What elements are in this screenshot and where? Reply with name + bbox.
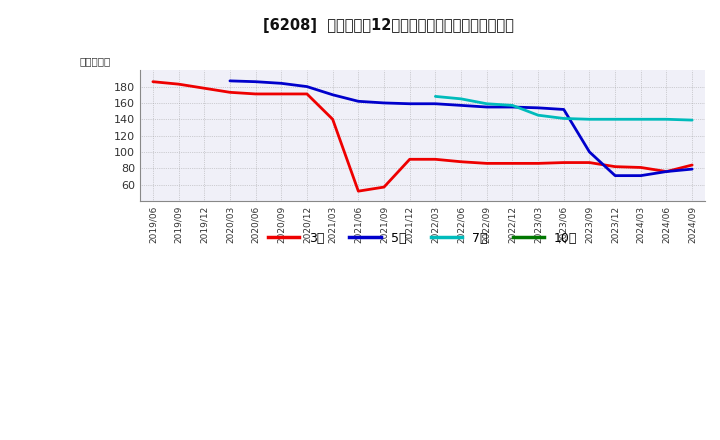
- 3年: [379, 184, 388, 190]
- 3年: [585, 160, 594, 165]
- 7年: [431, 94, 440, 99]
- 3年: [688, 162, 696, 168]
- 5年: [225, 78, 234, 84]
- 3年: [534, 161, 542, 166]
- 5年: [636, 173, 645, 178]
- 7年: [559, 116, 568, 121]
- 3年: [328, 117, 337, 122]
- 7年: [585, 117, 594, 122]
- 5年: [302, 84, 311, 89]
- 3年: [559, 160, 568, 165]
- 3年: [431, 157, 440, 162]
- Text: [6208]  当期純利益12か月移動合計の標準偏差の推移: [6208] 当期純利益12か月移動合計の標準偏差の推移: [264, 18, 514, 33]
- 3年: [611, 164, 619, 169]
- 5年: [431, 101, 440, 106]
- 7年: [611, 117, 619, 122]
- 3年: [482, 161, 491, 166]
- 3年: [354, 188, 363, 194]
- 5年: [688, 166, 696, 172]
- 7年: [662, 117, 671, 122]
- 5年: [379, 100, 388, 106]
- 3年: [636, 165, 645, 170]
- 7年: [688, 117, 696, 123]
- 3年: [225, 90, 234, 95]
- 3年: [200, 86, 209, 91]
- 7年: [482, 101, 491, 106]
- Legend: 3年, 5年, 7年, 10年: 3年, 5年, 7年, 10年: [263, 227, 582, 249]
- 7年: [508, 103, 517, 108]
- 3年: [302, 92, 311, 97]
- 3年: [405, 157, 414, 162]
- 5年: [662, 169, 671, 174]
- 5年: [251, 79, 260, 84]
- 5年: [405, 101, 414, 106]
- 3年: [277, 92, 286, 97]
- 5年: [328, 92, 337, 97]
- Line: 7年: 7年: [436, 96, 692, 120]
- Line: 5年: 5年: [230, 81, 692, 176]
- 3年: [662, 169, 671, 174]
- 7年: [636, 117, 645, 122]
- 3年: [251, 92, 260, 97]
- 3年: [174, 81, 183, 87]
- 5年: [508, 104, 517, 110]
- 5年: [354, 99, 363, 104]
- 7年: [456, 96, 465, 102]
- 5年: [534, 105, 542, 110]
- 3年: [148, 79, 157, 84]
- 5年: [611, 173, 619, 178]
- 5年: [559, 107, 568, 112]
- 3年: [456, 159, 465, 165]
- Y-axis label: （百万円）: （百万円）: [79, 56, 110, 66]
- 5年: [456, 103, 465, 108]
- 7年: [534, 113, 542, 118]
- 3年: [508, 161, 517, 166]
- 5年: [277, 81, 286, 86]
- 5年: [585, 149, 594, 154]
- 5年: [482, 104, 491, 110]
- Line: 3年: 3年: [153, 82, 692, 191]
